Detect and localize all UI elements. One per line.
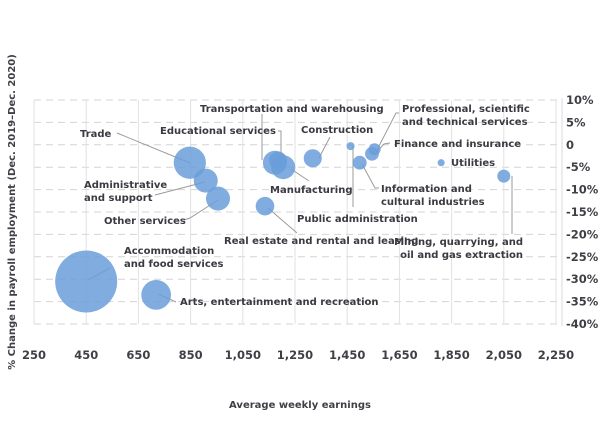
label-line: Arts, entertainment and recreation: [180, 297, 379, 308]
x-tick-label: 1,450: [329, 348, 365, 362]
leader-line-information-and-cultural-industries: [361, 163, 379, 189]
x-tick-label: 1,050: [225, 348, 261, 362]
y-tick-label: 0: [566, 138, 574, 152]
bubble-real-estate-and-rental-and-leasing: [255, 196, 275, 216]
bubble-mining-quarrying-and-oil-and-gas-extraction: [497, 169, 511, 183]
label-line: Utilities: [451, 158, 495, 169]
y-tick-label: -40%: [566, 317, 599, 331]
bubble-construction: [303, 149, 322, 168]
y-axis-title: % Change in payroll employment (Dec. 201…: [7, 54, 18, 370]
leader-line-professional-scientific-and-technical-services: [376, 112, 399, 151]
label-construction: Construction: [301, 125, 373, 136]
bubbles: [55, 142, 511, 313]
bubble-accommodation-and-food-services: [55, 250, 118, 313]
leader-line-real-estate-and-rental-and-leasing: [267, 207, 298, 234]
gridlines: [33, 98, 563, 326]
y-tick-label: -20%: [566, 227, 599, 241]
label-professional-scientific-and-technical-services: Professional, scientific and technical se…: [402, 104, 530, 128]
label-real-estate-and-rental-and-leasing: Real estate and rental and leasing: [224, 236, 418, 247]
x-tick-label: 1,850: [433, 348, 469, 362]
x-tick-label: 650: [126, 348, 150, 362]
bubble-public-administration: [346, 142, 355, 151]
label-line: Transportation and warehousing: [200, 104, 384, 115]
x-tick-label: 850: [179, 348, 203, 362]
x-tick-label: 250: [22, 348, 46, 362]
y-tick-label: 5%: [566, 115, 586, 129]
bubble-trade: [173, 146, 206, 179]
label-finance-and-insurance: Finance and insurance: [394, 139, 521, 150]
label-line: Real estate and rental and leasing: [224, 236, 418, 247]
label-line: Other services: [104, 216, 186, 227]
point-labels: Accommodation and food services Arts, ente…: [80, 104, 530, 308]
label-line: Finance and insurance: [394, 139, 521, 150]
x-tick-label: 2,250: [538, 348, 574, 362]
bubble-administrative-and-support: [193, 168, 218, 193]
label-line: and food services: [124, 259, 224, 270]
x-axis-ticks: 250 450 650 850 1,050 1,250 1,450 1,650 1,850 2,0…: [22, 348, 574, 362]
label-line: Information and: [381, 184, 472, 195]
bubble-transportation-and-warehousing: [268, 151, 288, 170]
label-line: Mining, quarrying, and: [394, 237, 523, 248]
label-arts-entertainment-and-recreation: Arts, entertainment and recreation: [180, 297, 379, 308]
x-axis-title: Average weekly earnings: [229, 400, 371, 411]
label-line: Public administration: [297, 214, 418, 225]
label-line: Construction: [301, 125, 373, 136]
bubble-utilities: [437, 159, 445, 167]
label-mining-quarrying-and-oil-and-gas-extraction: Mining, quarrying, and oil and gas extrac…: [394, 237, 523, 261]
bubble-information-and-cultural-industries: [352, 155, 367, 170]
label-line: Trade: [80, 129, 112, 140]
label-line: oil and gas extraction: [400, 250, 523, 261]
label-other-services: Other services: [104, 216, 186, 227]
y-tick-label: -30%: [566, 272, 599, 286]
label-educational-services: Educational services: [160, 126, 276, 137]
label-line: cultural industries: [381, 197, 485, 208]
label-line: and technical services: [402, 117, 528, 128]
label-line: Administrative: [84, 180, 167, 191]
y-tick-label: 10%: [566, 93, 594, 107]
label-trade: Trade: [80, 129, 112, 140]
bubble-arts-entertainment-and-recreation: [141, 280, 172, 310]
label-line: Educational services: [160, 126, 276, 137]
y-tick-label: -25%: [566, 250, 599, 264]
bubble-professional-scientific-and-technical-services: [368, 143, 381, 156]
y-tick-label: -35%: [566, 295, 599, 309]
label-manufacturing: Manufacturing: [270, 185, 353, 196]
y-axis-ticks: 10% 5% 0 -5% -10% -15% -20% -25% -30% -35% -40%: [566, 93, 599, 331]
label-line: Professional, scientific: [402, 104, 530, 115]
label-line: Manufacturing: [270, 185, 353, 196]
label-line: Accommodation: [124, 246, 214, 257]
label-utilities: Utilities: [451, 158, 495, 169]
bubble-other-services: [205, 186, 231, 211]
label-administrative-and-support: Administrative and support: [84, 180, 167, 204]
y-tick-label: -10%: [566, 183, 599, 197]
x-tick-label: 1,250: [277, 348, 313, 362]
y-tick-label: -15%: [566, 205, 599, 219]
label-line: and support: [84, 193, 153, 204]
label-information-and-cultural-industries: Information and cultural industries: [381, 184, 485, 208]
x-tick-label: 1,650: [381, 348, 417, 362]
label-transportation-and-warehousing: Transportation and warehousing: [200, 104, 384, 115]
x-tick-label: 450: [74, 348, 98, 362]
x-tick-label: 2,050: [486, 348, 522, 362]
label-public-administration: Public administration: [297, 214, 418, 225]
label-accommodation-and-food-services: Accommodation and food services: [124, 246, 224, 270]
y-tick-label: -5%: [566, 160, 591, 174]
